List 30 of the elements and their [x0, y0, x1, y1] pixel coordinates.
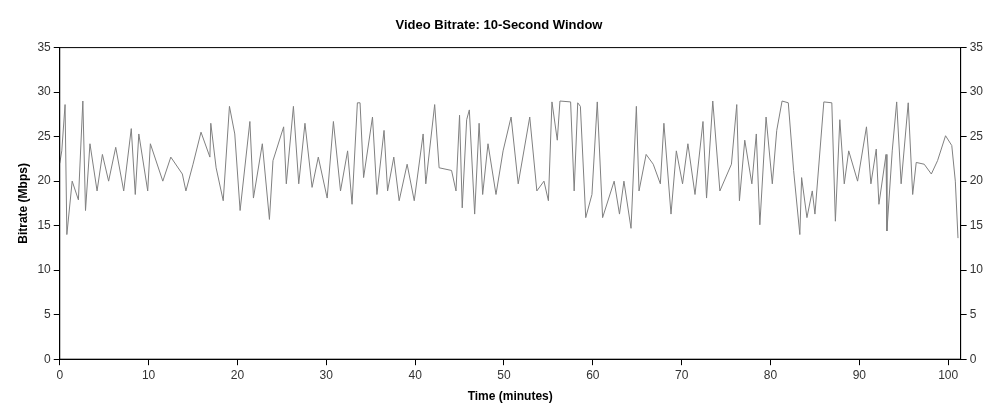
- x-tick-label: 100: [938, 367, 959, 382]
- y2-tick-label: 20: [969, 173, 984, 188]
- x-tick-label: 60: [586, 367, 600, 382]
- y-tick-label: 0: [44, 351, 52, 366]
- x-axis-title: Time (minutes): [467, 389, 553, 404]
- y2-tick-label: 5: [969, 307, 977, 321]
- y-tick-label: 20: [37, 173, 52, 188]
- y-tick-label: 25: [37, 128, 52, 143]
- y-tick-label: 5: [44, 307, 52, 321]
- x-tick-label: 40: [408, 367, 423, 382]
- x-tick-label: 70: [674, 367, 689, 382]
- x-tick-label: 80: [763, 367, 778, 382]
- chart-title: Video Bitrate: 10-Second Window: [395, 17, 604, 33]
- x-tick-label: 10: [141, 367, 156, 382]
- y-axis-title: Bitrate (Mbps): [15, 163, 30, 244]
- y2-tick-label: 15: [969, 217, 984, 232]
- y-tick-label: 15: [37, 217, 52, 232]
- y2-tick-label: 25: [969, 128, 984, 143]
- y2-tick-label: 35: [969, 39, 984, 54]
- y2-tick-label: 30: [969, 84, 984, 99]
- y2-tick-label: 10: [969, 262, 984, 277]
- x-tick-label: 0: [56, 367, 64, 382]
- y-tick-label: 30: [37, 84, 52, 99]
- y-tick-label: 35: [37, 39, 52, 54]
- y2-tick-label: 0: [969, 351, 977, 366]
- x-tick-label: 20: [230, 367, 245, 382]
- y-tick-label: 10: [37, 262, 52, 277]
- x-tick-label: 50: [497, 367, 511, 382]
- x-tick-label: 90: [852, 367, 867, 382]
- x-tick-label: 30: [319, 367, 334, 382]
